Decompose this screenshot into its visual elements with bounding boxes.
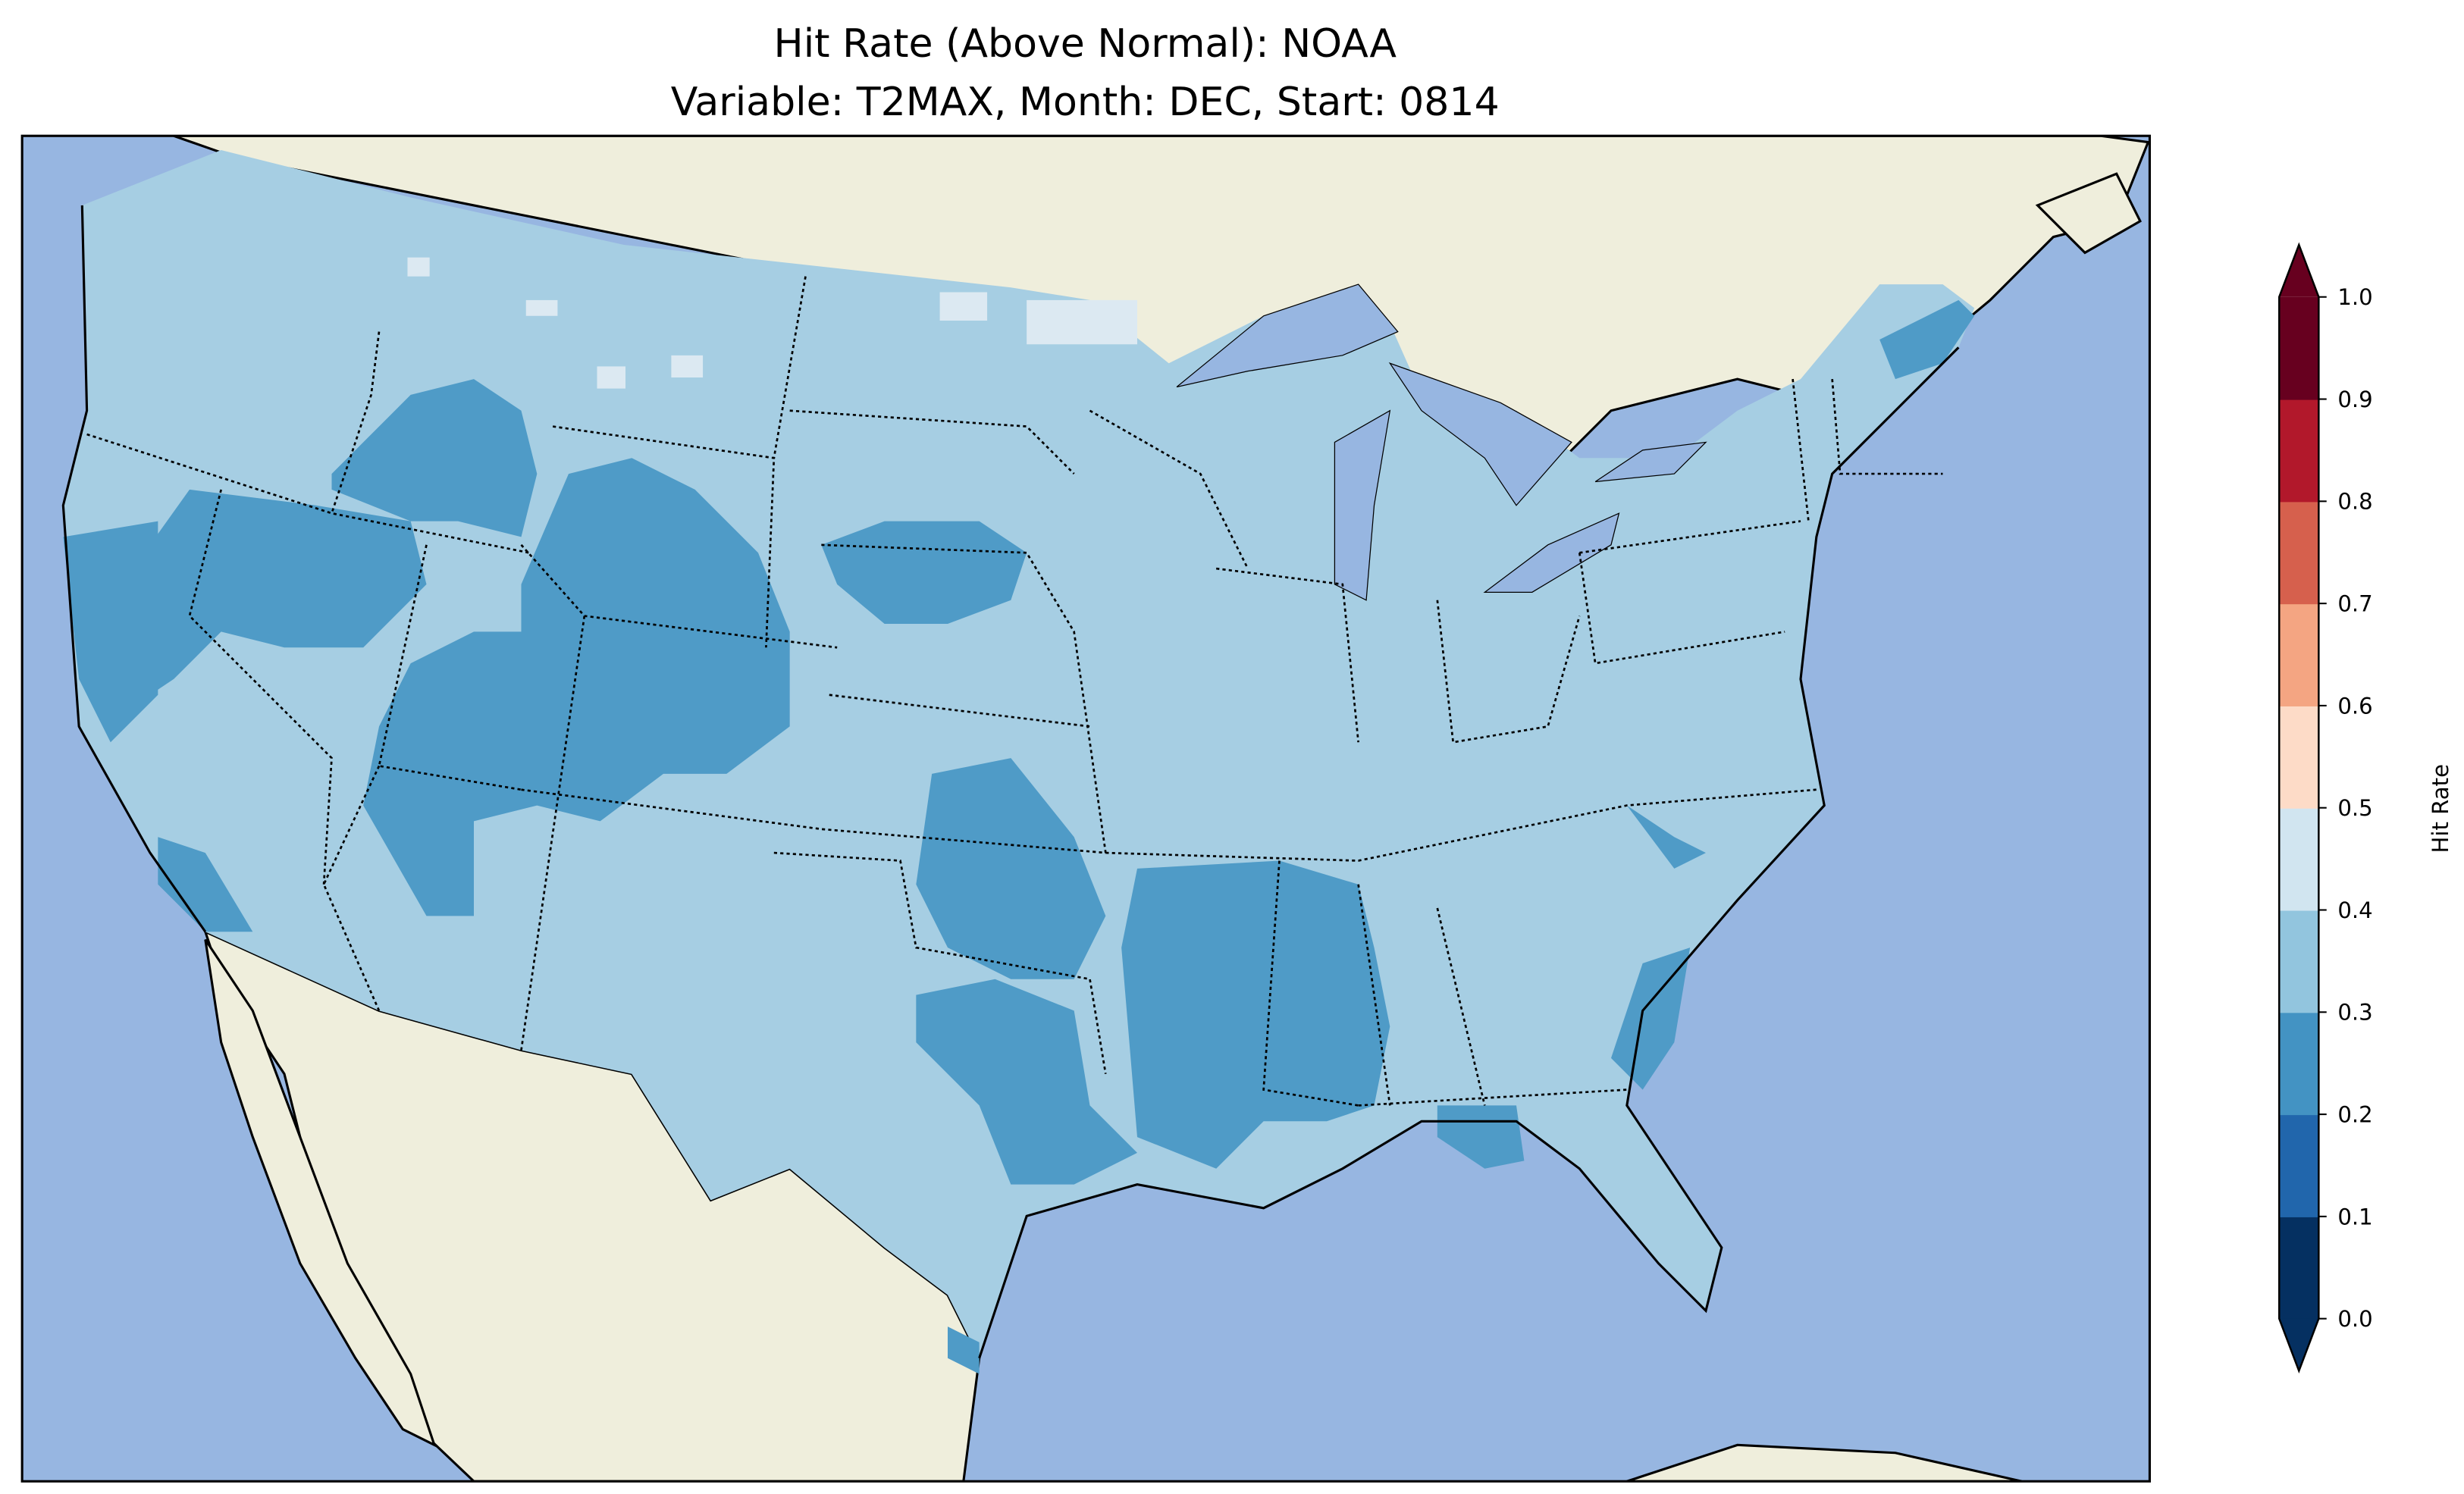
- colorbar-segment: [2279, 705, 2319, 809]
- colorbar-segment: [2279, 399, 2319, 503]
- great-lakes: [1176, 283, 1707, 601]
- newfoundland-land: [2035, 172, 2142, 255]
- hit-rate-0.4-0.5-patches: [407, 257, 1137, 389]
- hit-rate-0.2-0.3-patches: [63, 299, 1975, 1374]
- colorbar-tick-label: 0.2: [2337, 1101, 2372, 1127]
- colorbar-tick-label: 0.6: [2337, 693, 2372, 719]
- baja-peninsula: [204, 938, 437, 1448]
- cuba-land: [1626, 1443, 2023, 1482]
- colorbar-segment: [2279, 1216, 2319, 1320]
- colorbar-segment: [2279, 807, 2319, 911]
- colorbar-segment: [2279, 501, 2319, 605]
- colorbar-segment: [2279, 910, 2319, 1013]
- colorbar: 0.0 0.1 0.2 0.3 0.4 0.5 0.6 0.7 0.8 0.9 1.0: [2278, 242, 2373, 1373]
- colorbar-tick-label: 0.4: [2337, 897, 2372, 923]
- colorbar-tick-label: 0.9: [2337, 387, 2372, 412]
- colorbar-segment: [2279, 603, 2319, 706]
- colorbar-segment: [2279, 1114, 2319, 1217]
- colorbar-label: Hit Rate: [2428, 764, 2453, 853]
- colorbar-tick-label: 0.7: [2337, 591, 2372, 617]
- colorbar-tick-label: 0.1: [2337, 1204, 2372, 1229]
- map-frame: [20, 134, 2151, 1483]
- state-borders: [86, 276, 1943, 1107]
- map-axes: [20, 134, 2151, 1483]
- colorbar-segment: [2279, 1012, 2319, 1116]
- colorbar-tick-label: 0.5: [2337, 795, 2372, 821]
- colorbar-tick-label: 0.0: [2337, 1306, 2372, 1332]
- colorbar-extend-max: [2279, 245, 2319, 297]
- coastlines: [61, 205, 1960, 1359]
- colorbar-tick-label: 0.8: [2337, 489, 2372, 515]
- colorbar-tick-label: 1.0: [2337, 284, 2372, 310]
- colorbar-extend-min: [2279, 1318, 2319, 1371]
- title-line2: Variable: T2MAX, Month: DEC, Start: 0814: [671, 80, 1500, 125]
- colorbar-tick-label: 0.3: [2337, 1000, 2372, 1026]
- title-line1: Hit Rate (Above Normal): NOAA: [774, 21, 1397, 67]
- colorbar-segment: [2279, 296, 2319, 400]
